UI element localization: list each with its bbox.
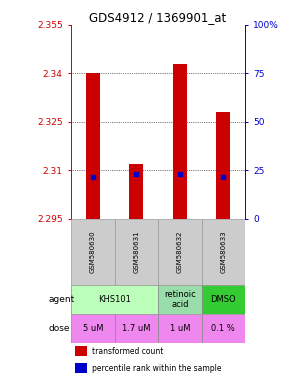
Bar: [202, 285, 245, 314]
Bar: [71, 219, 115, 285]
Text: DMSO: DMSO: [211, 295, 236, 305]
Bar: [202, 314, 245, 343]
Text: retinoic
acid: retinoic acid: [164, 290, 196, 309]
Bar: [115, 219, 158, 285]
Bar: [173, 64, 187, 219]
Text: GSM580630: GSM580630: [90, 231, 96, 273]
Bar: [75, 346, 87, 356]
Text: dose: dose: [48, 324, 70, 333]
Text: percentile rank within the sample: percentile rank within the sample: [92, 364, 222, 372]
Bar: [158, 285, 202, 314]
Title: GDS4912 / 1369901_at: GDS4912 / 1369901_at: [89, 11, 227, 24]
Text: GSM580633: GSM580633: [220, 231, 226, 273]
Text: 5 uM: 5 uM: [83, 324, 103, 333]
Bar: [129, 164, 143, 219]
Text: agent: agent: [48, 295, 75, 305]
Bar: [216, 112, 230, 219]
Text: 0.1 %: 0.1 %: [211, 324, 235, 333]
Text: KHS101: KHS101: [98, 295, 131, 305]
Text: GSM580631: GSM580631: [133, 231, 139, 273]
Text: transformed count: transformed count: [92, 347, 163, 356]
Bar: [75, 363, 87, 373]
Bar: [71, 314, 115, 343]
Text: 1 uM: 1 uM: [170, 324, 190, 333]
Bar: [115, 314, 158, 343]
Bar: [71, 285, 158, 314]
Text: GSM580632: GSM580632: [177, 231, 183, 273]
Bar: [158, 219, 202, 285]
Bar: [202, 219, 245, 285]
Text: 1.7 uM: 1.7 uM: [122, 324, 151, 333]
Bar: [86, 73, 100, 219]
Bar: [158, 314, 202, 343]
